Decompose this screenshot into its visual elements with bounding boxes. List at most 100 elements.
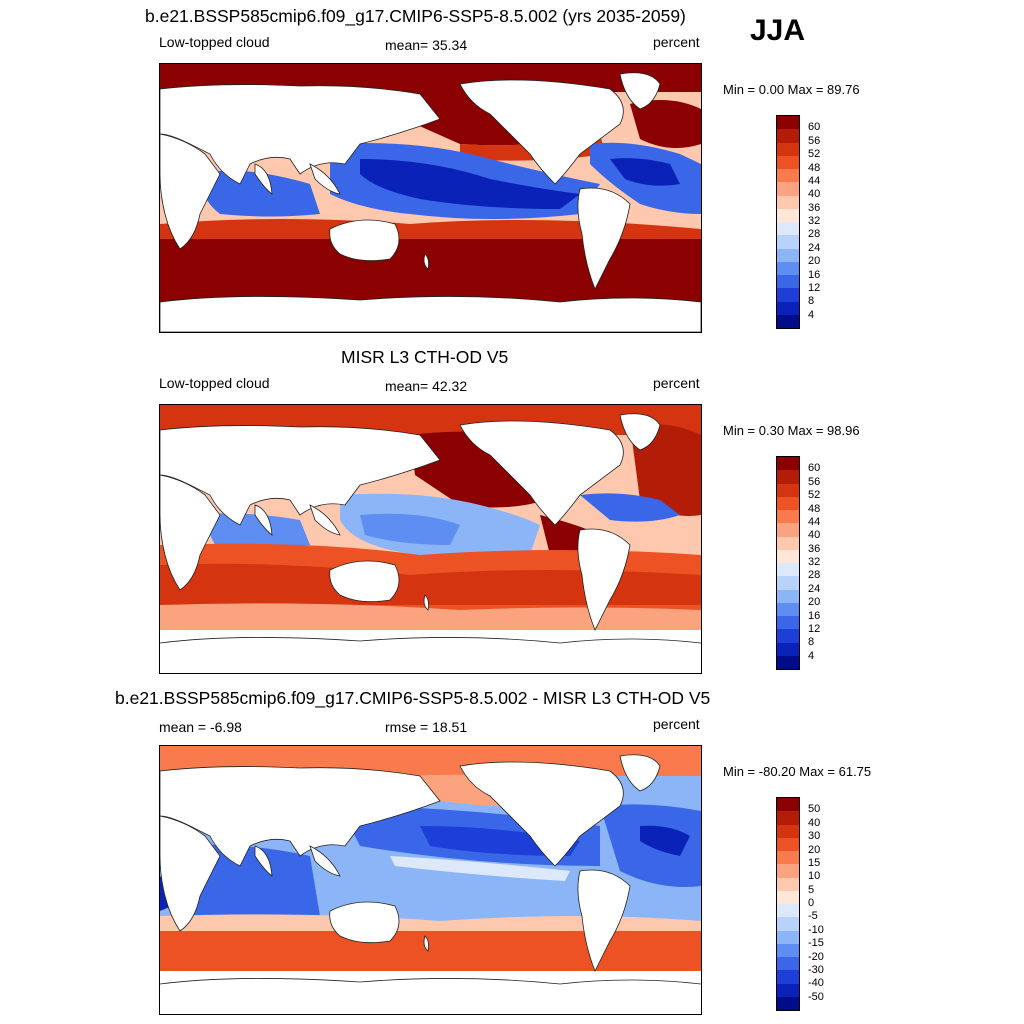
colorbar-swatch xyxy=(777,589,799,603)
colorbar-swatch xyxy=(777,877,799,891)
colorbar-swatch xyxy=(777,549,799,563)
colorbar-tick-label: 12 xyxy=(808,281,821,294)
colorbar-tick-label: 4 xyxy=(808,308,815,321)
colorbar-tick-label: 0 xyxy=(808,897,815,909)
panel-2-map xyxy=(159,404,702,674)
colorbar-tick-label: 8 xyxy=(808,295,815,308)
colorbar-tick-label: 28 xyxy=(808,569,821,582)
panel-2-title: MISR L3 CTH-OD V5 xyxy=(341,347,509,367)
colorbar-tick-label: 36 xyxy=(808,542,821,555)
panel-2-mean: mean= 42.32 xyxy=(385,378,468,394)
colorbar-tick-label: 4 xyxy=(808,649,815,662)
colorbar-tick-label: 40 xyxy=(808,529,821,542)
panel-3-minmax: Min = -80.20 Max = 61.75 xyxy=(723,764,872,779)
panel-3-mean: mean = -6.98 xyxy=(159,719,242,735)
colorbar-swatch xyxy=(777,235,799,249)
colorbar-swatch xyxy=(777,890,799,904)
panel-3-units: percent xyxy=(653,716,700,732)
colorbar-swatch xyxy=(777,314,799,328)
colorbar-tick-label: 20 xyxy=(808,843,821,856)
panel-3-title: b.e21.BSSP585cmip6.f09_g17.CMIP6-SSP5-8.… xyxy=(115,688,711,708)
panel-2-map-graphic xyxy=(160,405,701,673)
colorbar-swatch xyxy=(777,142,799,156)
colorbar-swatch xyxy=(777,248,799,262)
colorbar-tick-label: 20 xyxy=(808,596,821,609)
colorbar-swatch xyxy=(777,930,799,944)
panel-2-minmax: Min = 0.30 Max = 98.96 xyxy=(723,423,860,438)
colorbar-swatch xyxy=(777,169,799,183)
colorbar-tick-label: 15 xyxy=(808,856,821,869)
colorbar-tick-label: 12 xyxy=(808,622,821,635)
colorbar-tick-label: 8 xyxy=(808,636,815,649)
colorbar-tick-label: -10 xyxy=(808,923,824,936)
colorbar-swatch xyxy=(777,483,799,497)
panel-2-left-label: Low-topped cloud xyxy=(159,375,270,391)
colorbar-tick-label: 10 xyxy=(808,870,821,883)
colorbar-swatch xyxy=(777,837,799,851)
colorbar-swatch xyxy=(777,222,799,236)
colorbar-swatch xyxy=(777,496,799,510)
colorbar-tick-label: -5 xyxy=(808,910,818,923)
colorbar-tick-label: 44 xyxy=(808,515,821,528)
colorbar-swatch xyxy=(777,798,799,812)
colorbar-tick-label: 32 xyxy=(808,556,821,568)
colorbar-tick-label: 40 xyxy=(808,188,821,201)
colorbar-tick-label: 40 xyxy=(808,816,821,829)
panel-1-mean: mean= 35.34 xyxy=(385,37,468,53)
colorbar-swatch xyxy=(777,864,799,878)
colorbar-swatch xyxy=(777,261,799,275)
colorbar-swatch xyxy=(777,457,799,471)
colorbar-tick-label: -30 xyxy=(808,963,824,976)
panel-3-rmse: rmse = 18.51 xyxy=(385,719,468,735)
colorbar-tick-label: 48 xyxy=(808,161,821,174)
panel-2-units: percent xyxy=(653,375,700,391)
panel-1-title: b.e21.BSSP585cmip6.f09_g17.CMIP6-SSP5-8.… xyxy=(145,6,686,26)
colorbar-swatch xyxy=(777,182,799,196)
colorbar-swatch xyxy=(777,655,799,669)
colorbar-swatch xyxy=(777,275,799,289)
colorbar-swatch xyxy=(777,851,799,865)
colorbar-swatch xyxy=(777,301,799,315)
colorbar-swatch xyxy=(777,536,799,550)
panel-1-map-graphic xyxy=(160,64,701,332)
colorbar-swatch xyxy=(777,642,799,656)
panel-3-map-graphic xyxy=(160,746,701,1014)
colorbar-swatch xyxy=(777,563,799,577)
colorbar-tick-label: 32 xyxy=(808,215,821,227)
colorbar-swatch xyxy=(777,576,799,590)
panel-1-units: percent xyxy=(653,34,700,50)
colorbar-swatch xyxy=(777,208,799,222)
colorbar-tick-label: 5 xyxy=(808,883,815,896)
colorbar-tick-label: 16 xyxy=(808,609,821,622)
colorbar-swatch xyxy=(777,510,799,524)
colorbar-swatch xyxy=(777,195,799,209)
colorbar-tick-label: 24 xyxy=(808,582,821,595)
colorbar-swatch xyxy=(777,811,799,825)
colorbar-swatch xyxy=(777,288,799,302)
season-label: JJA xyxy=(750,14,806,47)
colorbar-swatch xyxy=(777,616,799,630)
colorbar-tick-label: -50 xyxy=(808,990,824,1003)
colorbar-swatch xyxy=(777,629,799,643)
colorbar-swatch xyxy=(777,970,799,984)
colorbar-tick-label: 16 xyxy=(808,268,821,281)
panel-1-colorbar xyxy=(776,115,800,329)
panel-1-minmax: Min = 0.00 Max = 89.76 xyxy=(723,82,860,97)
colorbar-swatch xyxy=(777,996,799,1010)
colorbar-swatch xyxy=(777,957,799,971)
colorbar-tick-label: -20 xyxy=(808,950,824,963)
colorbar-swatch xyxy=(777,824,799,838)
colorbar-tick-label: 20 xyxy=(808,255,821,268)
colorbar-tick-label: 52 xyxy=(808,489,821,502)
colorbar-tick-label: 56 xyxy=(808,475,821,488)
colorbar-swatch xyxy=(777,116,799,130)
panel-2-colorbar xyxy=(776,456,800,670)
colorbar-swatch xyxy=(777,943,799,957)
panel-1-left-label: Low-topped cloud xyxy=(159,34,270,50)
colorbar-tick-label: 50 xyxy=(808,803,821,816)
panel-3-map xyxy=(159,745,702,1015)
colorbar-tick-label: 44 xyxy=(808,174,821,187)
colorbar-tick-label: 30 xyxy=(808,830,821,843)
colorbar-tick-label: 52 xyxy=(808,148,821,161)
colorbar-tick-label: 60 xyxy=(808,121,821,134)
